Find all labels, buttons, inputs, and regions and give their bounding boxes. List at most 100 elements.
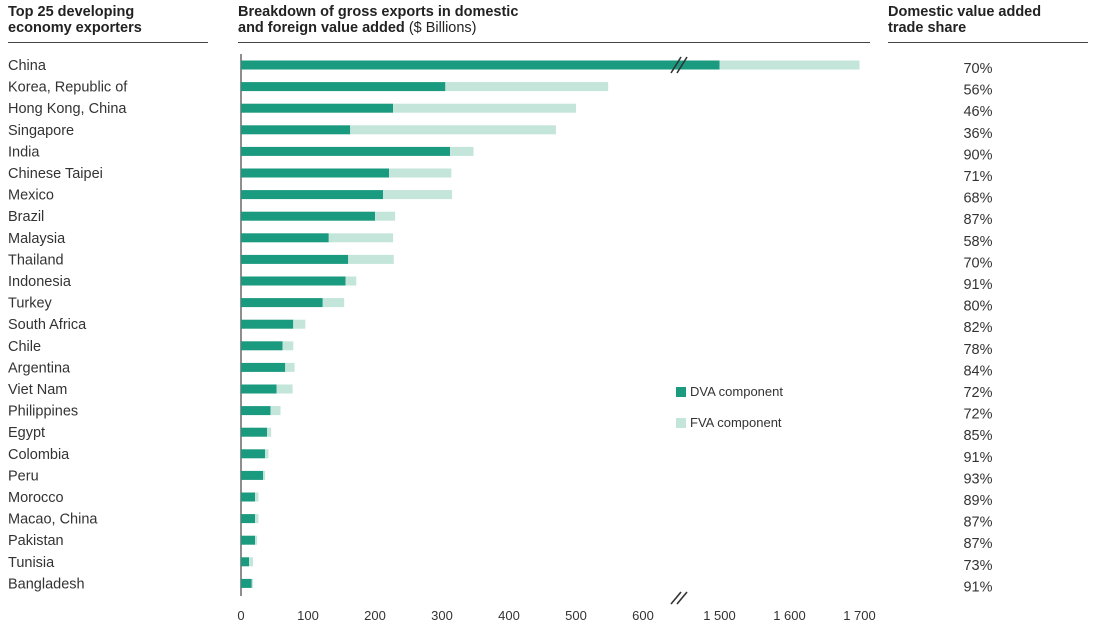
axis-break-mark	[670, 591, 682, 605]
fva-bar	[255, 535, 258, 545]
dva-bar	[241, 470, 264, 480]
category-label: Viet Nam	[8, 382, 67, 398]
dva-bar	[241, 190, 384, 200]
category-label: Korea, Republic of	[8, 80, 128, 96]
domestic-share-value: 58%	[963, 234, 992, 250]
domestic-share-value: 82%	[963, 320, 992, 336]
x-tick-label: 200	[364, 608, 386, 623]
x-tick-label: 1 700	[843, 608, 876, 623]
fva-bar	[450, 146, 474, 156]
dva-bar	[241, 557, 250, 567]
domestic-share-value: 91%	[963, 277, 992, 293]
fva-bar	[282, 341, 294, 351]
right-header-rule	[888, 42, 1088, 43]
dva-bar	[241, 211, 375, 221]
chart-header-rule	[238, 42, 870, 43]
legend-fva-label: FVA component	[690, 415, 782, 430]
domestic-share-value: 87%	[963, 212, 992, 228]
dva-bar	[241, 319, 294, 329]
dva-bar	[241, 449, 266, 459]
x-tick-label: 1 500	[703, 608, 736, 623]
dva-bar	[241, 60, 720, 70]
dva-bar	[241, 384, 277, 394]
dva-bar	[241, 254, 349, 264]
category-label: Macao, China	[8, 512, 98, 528]
category-label: Morocco	[8, 490, 64, 506]
fva-bar	[265, 449, 269, 459]
category-label: South Africa	[8, 317, 87, 333]
chart-header: Breakdown of gross exports in domestic a…	[238, 4, 518, 36]
domestic-share-value: 56%	[963, 83, 992, 99]
domestic-share-value: 72%	[963, 385, 992, 401]
right-column-header: Domestic value added trade share	[888, 4, 1041, 36]
fva-bar	[270, 406, 281, 416]
category-label: Brazil	[8, 209, 44, 225]
fva-bar	[322, 298, 345, 308]
fva-bar	[389, 168, 452, 178]
fva-bar	[375, 211, 396, 221]
x-tick-label: 500	[565, 608, 587, 623]
x-tick-label: 400	[498, 608, 520, 623]
domestic-share-value: 85%	[963, 428, 992, 444]
category-label: Pakistan	[8, 533, 64, 549]
x-tick-label: 1 600	[773, 608, 806, 623]
domestic-share-value: 91%	[963, 450, 992, 466]
fva-bar	[276, 384, 293, 394]
category-label: India	[8, 144, 40, 160]
category-label: Egypt	[8, 425, 45, 441]
fva-bar	[251, 578, 254, 588]
category-label: Bangladesh	[8, 576, 85, 592]
dva-bar	[241, 406, 271, 416]
x-tick-label: 600	[632, 608, 654, 623]
chart-header-unit: ($ Billions)	[408, 20, 477, 36]
dva-bar	[241, 82, 446, 92]
x-tick-label: 0	[237, 608, 244, 623]
legend-dva-label: DVA component	[690, 384, 783, 399]
dva-bar	[241, 578, 252, 588]
chart-header-line1: Breakdown of gross exports in domestic	[238, 4, 519, 20]
category-label: Turkey	[8, 296, 53, 312]
category-label: Chinese Taipei	[8, 166, 103, 182]
fva-bar	[293, 319, 306, 329]
dva-bar	[241, 298, 323, 308]
category-label: Tunisia	[8, 555, 55, 571]
chart-header-line2: and foreign value added ($ Billions)	[238, 20, 518, 36]
dva-bar	[241, 427, 268, 437]
category-label: Mexico	[8, 188, 54, 204]
category-label: Peru	[8, 468, 39, 484]
legend-fva-swatch	[676, 418, 686, 428]
category-label: Singapore	[8, 123, 74, 139]
domestic-share-value: 68%	[963, 191, 992, 207]
category-label: Hong Kong, China	[8, 101, 127, 117]
domestic-share-value: 70%	[963, 255, 992, 271]
domestic-share-value: 84%	[963, 363, 992, 379]
category-label: Indonesia	[8, 274, 72, 290]
fva-bar	[719, 60, 860, 70]
domestic-share-value: 71%	[963, 169, 992, 185]
category-label: Chile	[8, 339, 41, 355]
domestic-share-value: 70%	[963, 61, 992, 77]
fva-bar	[350, 125, 556, 135]
domestic-share-value: 90%	[963, 147, 992, 163]
domestic-share-value: 78%	[963, 342, 992, 358]
domestic-share-value: 91%	[963, 579, 992, 595]
category-label: China	[8, 58, 47, 74]
domestic-share-value: 87%	[963, 536, 992, 552]
fva-bar	[267, 427, 272, 437]
dva-bar	[241, 492, 256, 502]
domestic-share-value: 46%	[963, 104, 992, 120]
x-tick-label: 300	[431, 608, 453, 623]
domestic-share-value: 93%	[963, 471, 992, 487]
category-label: Philippines	[8, 404, 78, 420]
category-label: Thailand	[8, 252, 64, 268]
dva-bar	[241, 146, 451, 156]
fva-bar	[285, 362, 295, 372]
dva-bar	[241, 535, 256, 545]
fva-bar	[255, 492, 259, 502]
x-tick-label: 100	[297, 608, 319, 623]
dva-bar	[241, 233, 329, 243]
dva-bar	[241, 125, 351, 135]
category-label: Argentina	[8, 360, 71, 376]
fva-bar	[328, 233, 394, 243]
